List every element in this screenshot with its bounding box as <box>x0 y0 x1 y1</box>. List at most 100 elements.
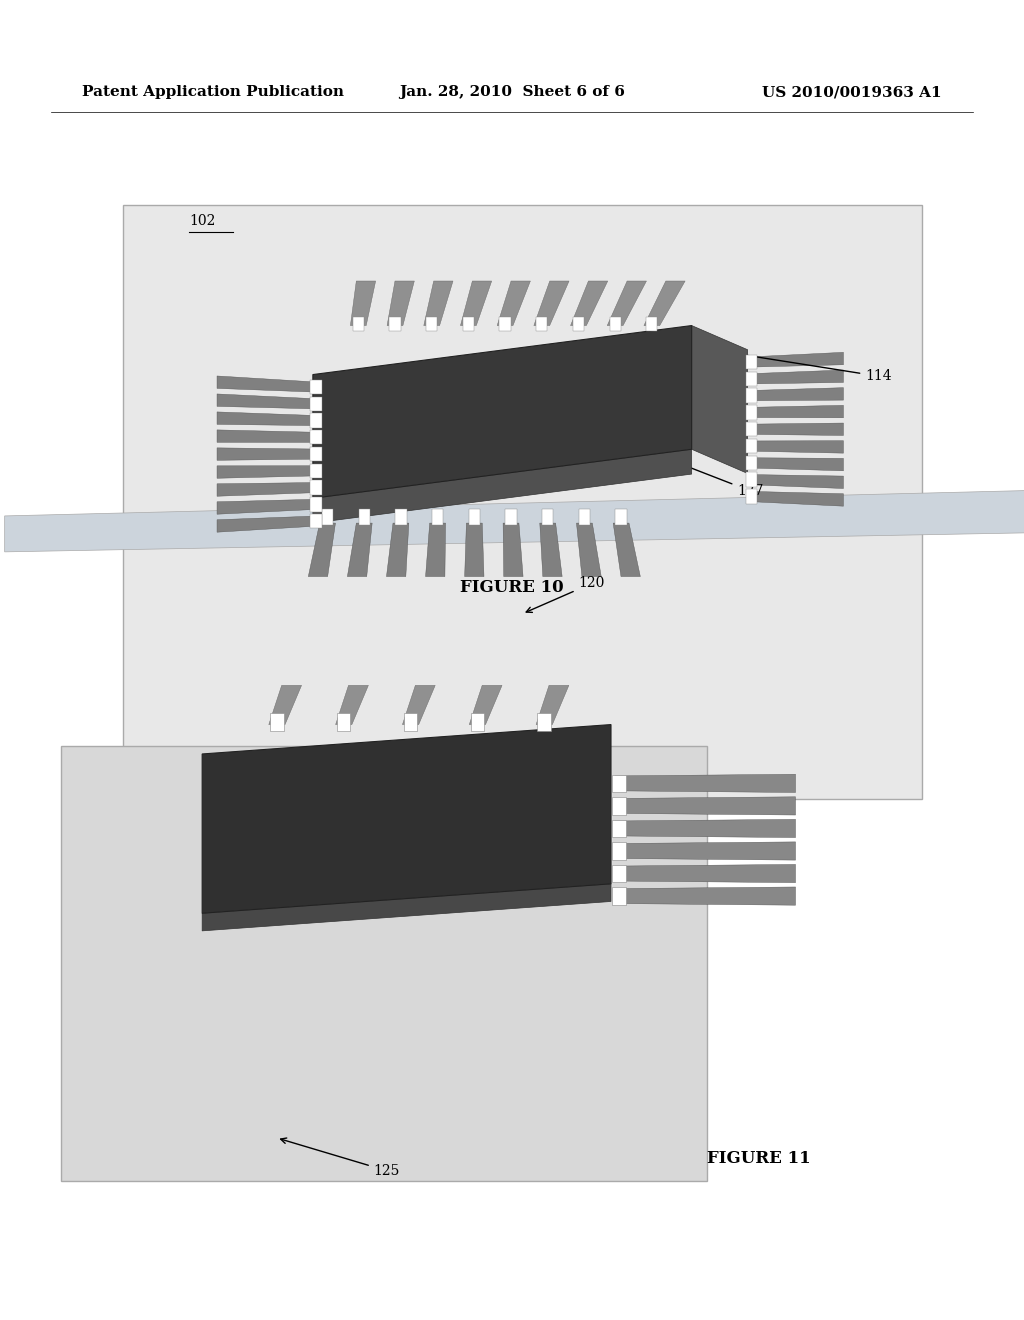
Bar <box>745 422 757 437</box>
Polygon shape <box>217 466 313 478</box>
Bar <box>612 842 626 859</box>
Polygon shape <box>644 281 685 326</box>
Polygon shape <box>748 491 844 506</box>
Polygon shape <box>537 685 569 725</box>
Polygon shape <box>614 842 796 861</box>
Polygon shape <box>308 523 336 577</box>
Polygon shape <box>217 516 313 532</box>
Bar <box>506 510 516 525</box>
Polygon shape <box>691 326 748 474</box>
Polygon shape <box>402 685 435 725</box>
Polygon shape <box>540 523 562 577</box>
Bar <box>745 473 757 487</box>
Bar <box>309 480 322 495</box>
Bar <box>309 380 322 395</box>
Polygon shape <box>614 775 796 792</box>
Bar <box>403 713 418 731</box>
Bar <box>572 317 584 331</box>
Polygon shape <box>386 523 409 577</box>
Bar <box>389 317 400 331</box>
Bar <box>309 396 322 411</box>
Text: US 2010/0019363 A1: US 2010/0019363 A1 <box>763 86 942 99</box>
Polygon shape <box>570 281 608 326</box>
Bar <box>123 205 922 799</box>
Polygon shape <box>387 281 415 326</box>
Polygon shape <box>748 405 844 417</box>
Bar <box>395 510 407 525</box>
Polygon shape <box>217 447 313 461</box>
Text: Jan. 28, 2010  Sheet 6 of 6: Jan. 28, 2010 Sheet 6 of 6 <box>399 86 625 99</box>
Polygon shape <box>217 499 313 515</box>
Polygon shape <box>469 685 502 725</box>
Bar <box>309 513 322 528</box>
Polygon shape <box>217 430 313 442</box>
Polygon shape <box>426 523 445 577</box>
Polygon shape <box>503 523 523 577</box>
Bar <box>309 463 322 478</box>
Text: FIGURE 10: FIGURE 10 <box>460 579 564 595</box>
Bar <box>612 887 626 904</box>
Polygon shape <box>614 820 796 838</box>
Bar <box>471 713 484 731</box>
Polygon shape <box>748 388 844 401</box>
Bar <box>309 498 322 512</box>
Bar <box>270 713 284 731</box>
Bar <box>615 510 627 525</box>
Polygon shape <box>534 281 569 326</box>
Polygon shape <box>350 281 376 326</box>
Polygon shape <box>5 490 1024 552</box>
Bar <box>538 713 551 731</box>
Polygon shape <box>217 483 313 496</box>
Polygon shape <box>748 370 844 384</box>
Polygon shape <box>202 884 611 931</box>
Bar <box>745 388 757 403</box>
Polygon shape <box>577 523 601 577</box>
Polygon shape <box>613 523 640 577</box>
Bar <box>745 455 757 470</box>
Polygon shape <box>202 725 611 913</box>
Polygon shape <box>748 474 844 488</box>
Bar <box>745 438 757 453</box>
Bar <box>432 510 443 525</box>
Bar <box>309 413 322 428</box>
Polygon shape <box>614 797 796 814</box>
Polygon shape <box>217 412 313 425</box>
Bar <box>358 510 370 525</box>
Bar <box>309 430 322 445</box>
Bar <box>609 317 621 331</box>
Polygon shape <box>614 865 796 883</box>
Polygon shape <box>748 458 844 471</box>
Bar <box>579 510 590 525</box>
Polygon shape <box>313 326 691 498</box>
Polygon shape <box>268 685 301 725</box>
Bar <box>309 447 322 461</box>
Text: Patent Application Publication: Patent Application Publication <box>82 86 344 99</box>
Bar <box>612 820 626 837</box>
Bar <box>745 372 757 385</box>
Text: 102: 102 <box>189 214 216 228</box>
Bar <box>352 317 364 331</box>
Text: 125: 125 <box>281 1138 400 1177</box>
Polygon shape <box>461 281 492 326</box>
Text: 120: 120 <box>526 577 605 612</box>
Bar <box>542 510 553 525</box>
Polygon shape <box>498 281 530 326</box>
Bar <box>646 317 657 331</box>
Polygon shape <box>465 523 484 577</box>
Polygon shape <box>748 352 844 367</box>
Bar <box>612 865 626 882</box>
Bar <box>61 746 707 1181</box>
Polygon shape <box>607 281 646 326</box>
Bar <box>612 775 626 792</box>
Bar <box>612 797 626 814</box>
Bar <box>745 405 757 420</box>
Polygon shape <box>336 685 369 725</box>
Polygon shape <box>313 449 691 523</box>
Text: 114: 114 <box>716 348 892 383</box>
Bar <box>337 713 350 731</box>
Bar <box>469 510 480 525</box>
Polygon shape <box>217 393 313 409</box>
Polygon shape <box>217 376 313 392</box>
Bar <box>745 355 757 370</box>
Text: 127: 127 <box>629 444 764 498</box>
